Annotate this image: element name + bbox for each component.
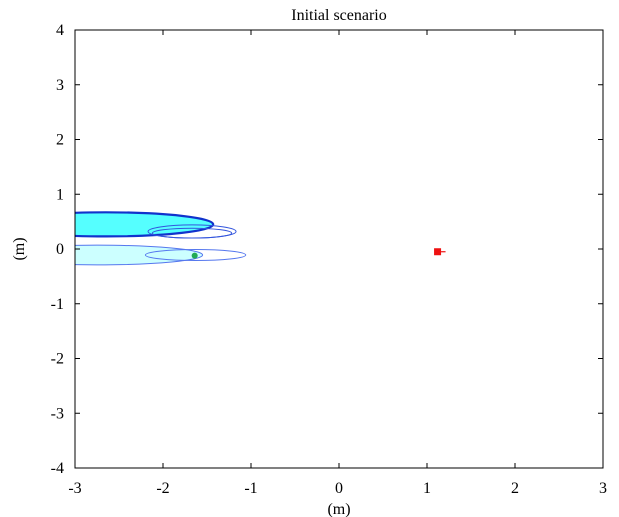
y-tick-label: -4 — [51, 460, 64, 477]
data-point-circle — [191, 252, 198, 259]
uncertainty-ellipse — [151, 227, 233, 239]
y-tick-label: -3 — [51, 405, 64, 422]
uncertainty-ellipse — [75, 244, 204, 266]
x-tick-label: -3 — [68, 480, 81, 497]
x-tick-label: -1 — [244, 480, 257, 497]
y-axis: -4 -3 -2 -1 0 1 2 3 4 — [51, 22, 603, 477]
x-axis-label: (m) — [327, 501, 350, 517]
x-tick-label: -2 — [156, 480, 169, 497]
chart-title: Initial scenario — [291, 7, 387, 24]
y-tick-label: -1 — [51, 296, 64, 313]
y-tick-label: 0 — [56, 241, 64, 258]
y-tick-label: 4 — [56, 22, 64, 39]
x-axis: -3 -2 -1 0 1 2 3 — [68, 30, 607, 497]
y-tick-label: 1 — [56, 186, 64, 203]
y-tick-label: 2 — [56, 132, 64, 149]
uncertainty-ellipse — [75, 211, 215, 238]
y-tick-label: -2 — [51, 351, 64, 368]
uncertainty-ellipse — [144, 249, 247, 261]
y-axis-label: (m) — [11, 237, 28, 260]
x-tick-label: 2 — [511, 480, 519, 497]
plot-area — [75, 211, 446, 266]
x-tick-label: 1 — [423, 480, 431, 497]
y-tick-label: 3 — [56, 77, 64, 94]
data-point-square — [434, 248, 442, 256]
x-tick-label: 3 — [599, 480, 607, 497]
x-tick-label: 0 — [335, 480, 343, 497]
